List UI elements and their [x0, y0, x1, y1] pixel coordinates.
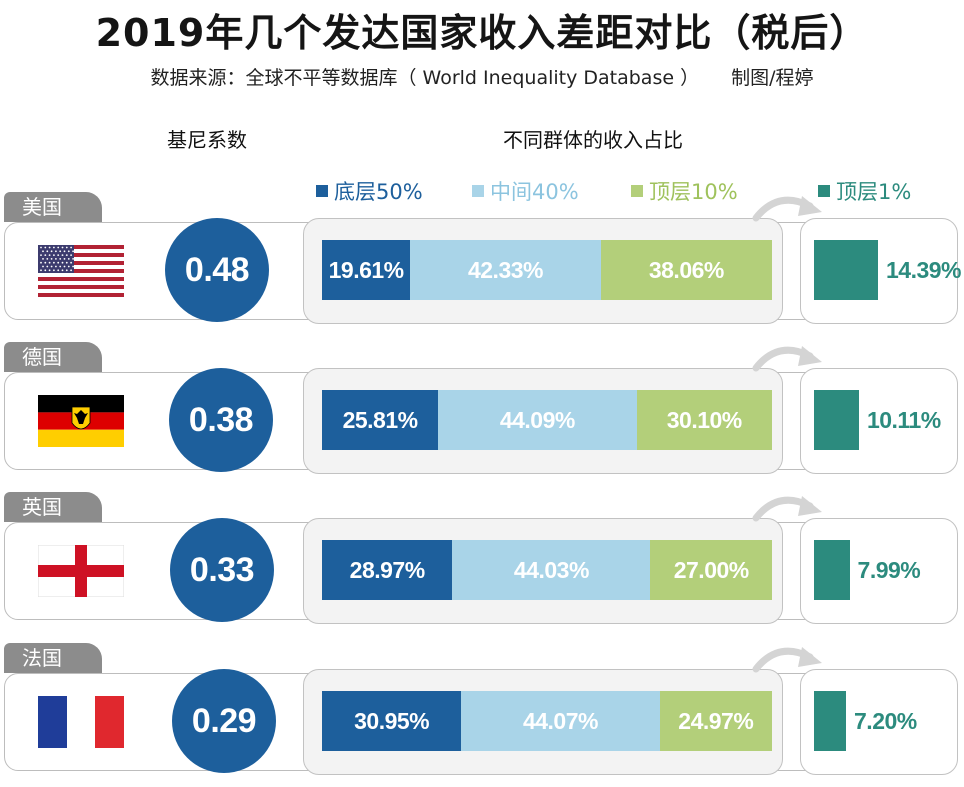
top1-value-label: 10.11%: [866, 407, 941, 433]
bar-segment-middle40: 44.03%: [452, 540, 651, 600]
gini-circle: 0.38: [169, 368, 273, 472]
legend-bottom50: 底层50%: [316, 176, 423, 206]
income-stacked-bar: 25.81% 44.09% 30.10%: [322, 390, 772, 450]
bar-segment-middle40: 44.07%: [461, 691, 660, 751]
bar-segment-middle40: 44.09%: [438, 390, 637, 450]
flow-arrow: [752, 496, 822, 522]
data-source: 数据来源：全球不平等数据库（ World Inequality Database…: [150, 67, 700, 89]
legend-swatch-top10: [631, 185, 643, 197]
country-tag: 法国: [4, 643, 102, 673]
legend-swatch-bottom50: [316, 185, 328, 197]
legend-label-middle40: 中间40%: [490, 180, 579, 204]
country-tag: 德国: [4, 342, 102, 372]
legend-top10: 顶层10%: [631, 176, 738, 206]
top1-bar: [814, 691, 847, 751]
gini-circle: 0.33: [170, 518, 274, 622]
bar-segment-middle40: 42.33%: [410, 240, 601, 300]
income-stacked-bar: 30.95% 44.07% 24.97%: [322, 691, 772, 751]
gini-column-header: 基尼系数: [163, 124, 251, 157]
legend-top1: 顶层1%: [818, 176, 911, 206]
top1-value-label: 7.99%: [857, 557, 921, 583]
gini-circle: 0.29: [172, 669, 276, 773]
bar-segment-bottom50: 30.95%: [322, 691, 462, 751]
shares-column-header: 不同群体的收入占比: [499, 124, 687, 157]
bar-segment-bottom50: 28.97%: [322, 540, 453, 600]
legend-label-top10: 顶层10%: [649, 180, 738, 204]
flow-arrow: [752, 346, 822, 372]
gini-header-label: 基尼系数: [167, 128, 247, 152]
top1-bar: [814, 390, 859, 450]
shares-header-label: 不同群体的收入占比: [503, 128, 683, 152]
flow-arrow: [752, 647, 822, 673]
bar-segment-bottom50: 25.81%: [322, 390, 439, 450]
bar-segment-top10: 24.97%: [659, 691, 772, 751]
legend-swatch-middle40: [472, 185, 484, 197]
source-line: 数据来源：全球不平等数据库（ World Inequality Database…: [0, 63, 964, 90]
chart-title: 2019年几个发达国家收入差距对比（税后）: [95, 11, 869, 55]
chart-credit: 制图/程婷: [731, 67, 814, 89]
country-tag: 英国: [4, 492, 102, 522]
bar-segment-top10: 27.00%: [650, 540, 772, 600]
legend-label-bottom50: 底层50%: [334, 180, 423, 204]
gini-circle: 0.48: [165, 218, 269, 322]
legend-middle40: 中间40%: [472, 176, 579, 206]
top1-bar: [814, 540, 850, 600]
legend-swatch-top1: [818, 185, 830, 197]
top1-bar: [814, 240, 878, 300]
income-stacked-bar: 19.61% 42.33% 38.06%: [322, 240, 772, 300]
france-flag: [38, 696, 124, 748]
income-stacked-bar: 28.97% 44.03% 27.00%: [322, 540, 772, 600]
bar-segment-top10: 30.10%: [636, 390, 772, 450]
top1-value-label: 14.39%: [886, 257, 962, 283]
legend-label-top1: 顶层1%: [836, 180, 912, 204]
top1-value-label: 7.20%: [854, 708, 917, 734]
flow-arrow: [752, 196, 822, 222]
bar-segment-top10: 38.06%: [600, 240, 772, 300]
england-flag: [38, 545, 124, 597]
germany-flag: [38, 395, 124, 447]
bar-segment-bottom50: 19.61%: [322, 240, 411, 300]
us-flag: [38, 245, 124, 297]
country-tag: 美国: [4, 192, 102, 222]
